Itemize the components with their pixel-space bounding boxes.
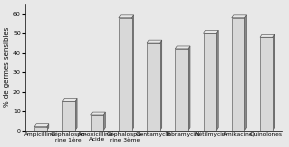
Bar xyxy=(147,43,160,131)
Polygon shape xyxy=(188,46,190,131)
Polygon shape xyxy=(260,34,275,37)
Polygon shape xyxy=(273,34,275,131)
Polygon shape xyxy=(203,30,218,33)
Polygon shape xyxy=(131,15,134,131)
Polygon shape xyxy=(91,112,105,115)
Polygon shape xyxy=(147,40,162,43)
Polygon shape xyxy=(75,98,77,131)
Bar xyxy=(203,33,216,131)
Polygon shape xyxy=(160,40,162,131)
Polygon shape xyxy=(232,15,247,18)
Polygon shape xyxy=(244,15,247,131)
Y-axis label: % de germes sensibles: % de germes sensibles xyxy=(4,27,10,107)
Bar xyxy=(62,101,75,131)
Bar xyxy=(119,18,131,131)
Polygon shape xyxy=(34,124,49,127)
Polygon shape xyxy=(103,112,105,131)
Polygon shape xyxy=(216,30,218,131)
Bar xyxy=(91,115,103,131)
Bar xyxy=(34,127,47,131)
Polygon shape xyxy=(62,98,77,101)
Polygon shape xyxy=(119,15,134,18)
Bar xyxy=(260,37,273,131)
Polygon shape xyxy=(47,124,49,131)
Polygon shape xyxy=(175,46,190,49)
Bar xyxy=(232,18,244,131)
Bar xyxy=(175,49,188,131)
